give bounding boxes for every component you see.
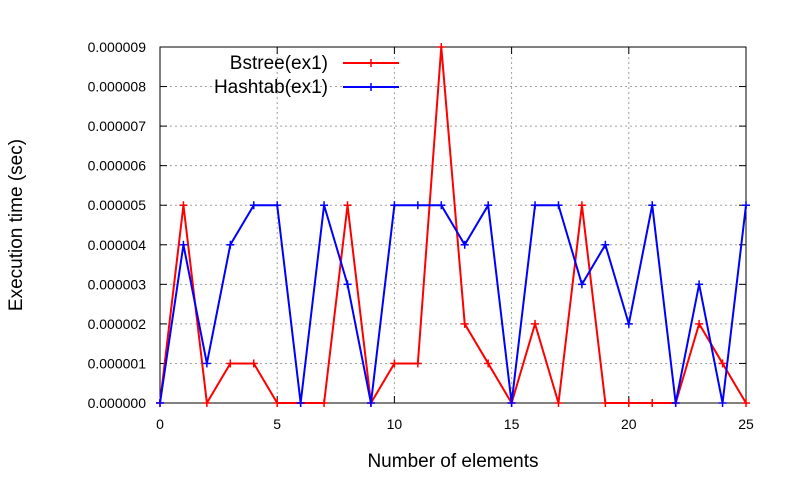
y-tick-label: 0.000001 bbox=[88, 355, 147, 371]
y-tick-label: 0.000009 bbox=[88, 39, 147, 55]
data-point bbox=[554, 399, 563, 407]
data-point bbox=[343, 201, 352, 210]
data-point bbox=[413, 359, 422, 368]
legend-item: Hashtab(ex1) bbox=[214, 77, 399, 98]
data-point bbox=[484, 201, 493, 210]
data-point bbox=[460, 319, 469, 328]
data-point bbox=[273, 399, 282, 407]
series-line bbox=[159, 202, 747, 404]
data-point bbox=[179, 240, 188, 249]
data-point bbox=[648, 201, 657, 210]
data-point bbox=[437, 43, 446, 51]
data-point bbox=[343, 280, 352, 289]
legend-item: Bstree(ex1) bbox=[230, 53, 399, 74]
grid bbox=[160, 47, 746, 403]
data-point bbox=[742, 399, 750, 407]
data-point bbox=[226, 359, 235, 368]
data-point bbox=[437, 201, 446, 210]
series-2 bbox=[156, 201, 750, 407]
x-tick-label: 15 bbox=[504, 416, 520, 432]
data-point bbox=[531, 319, 540, 328]
y-tick-label: 0.000005 bbox=[88, 197, 147, 213]
x-axis-title: Number of elements bbox=[367, 451, 538, 472]
x-tick-label: 25 bbox=[738, 416, 754, 432]
data-point bbox=[601, 240, 610, 249]
data-point bbox=[624, 319, 633, 328]
data-point bbox=[577, 201, 586, 210]
data-point bbox=[648, 399, 657, 407]
data-point bbox=[671, 399, 680, 407]
data-point bbox=[249, 359, 258, 368]
legend-label: Bstree(ex1) bbox=[230, 53, 328, 74]
y-tick-label: 0.000008 bbox=[88, 79, 147, 95]
y-tick-label: 0.000006 bbox=[88, 158, 147, 174]
x-tick-label: 10 bbox=[387, 416, 403, 432]
data-point bbox=[460, 240, 469, 249]
y-tick-label: 0.000004 bbox=[88, 237, 147, 253]
legend-label: Hashtab(ex1) bbox=[214, 77, 328, 98]
data-point bbox=[718, 359, 727, 368]
data-point bbox=[226, 240, 235, 249]
data-point bbox=[320, 399, 329, 407]
data-point bbox=[742, 201, 750, 210]
x-tick-label: 0 bbox=[156, 416, 164, 432]
axis-ticks: 0 5 10 15 20 25 0.000000 0.000001 0.000002 0.0000… bbox=[88, 39, 754, 432]
data-point bbox=[296, 399, 305, 407]
data-point bbox=[156, 399, 164, 407]
x-tick-label: 20 bbox=[621, 416, 637, 432]
data-point bbox=[202, 399, 211, 407]
data-point bbox=[624, 399, 633, 407]
series-layer bbox=[156, 43, 750, 407]
x-tick-label: 5 bbox=[273, 416, 281, 432]
data-point bbox=[507, 399, 516, 407]
data-point bbox=[202, 359, 211, 368]
data-point bbox=[695, 319, 704, 328]
data-point bbox=[718, 399, 727, 407]
y-tick-label: 0.000002 bbox=[88, 316, 147, 332]
plot-frame bbox=[159, 46, 747, 404]
y-tick-label: 0.000003 bbox=[88, 276, 147, 292]
y-tick-label: 0.000007 bbox=[88, 118, 147, 134]
data-point bbox=[554, 201, 563, 210]
data-point bbox=[601, 399, 610, 407]
data-point bbox=[249, 201, 258, 210]
data-point bbox=[577, 280, 586, 289]
y-axis-title: Execution time (sec) bbox=[6, 139, 27, 311]
legend: Bstree(ex1) Hashtab(ex1) bbox=[214, 53, 399, 98]
data-point bbox=[366, 399, 375, 407]
data-point bbox=[179, 201, 188, 210]
data-point bbox=[320, 201, 329, 210]
data-point bbox=[413, 201, 422, 210]
data-point bbox=[484, 359, 493, 368]
data-point bbox=[695, 280, 704, 289]
data-point bbox=[273, 201, 282, 210]
data-point bbox=[531, 201, 540, 210]
data-point bbox=[390, 359, 399, 368]
data-point bbox=[390, 201, 399, 210]
y-tick-label: 0.000000 bbox=[88, 395, 147, 411]
